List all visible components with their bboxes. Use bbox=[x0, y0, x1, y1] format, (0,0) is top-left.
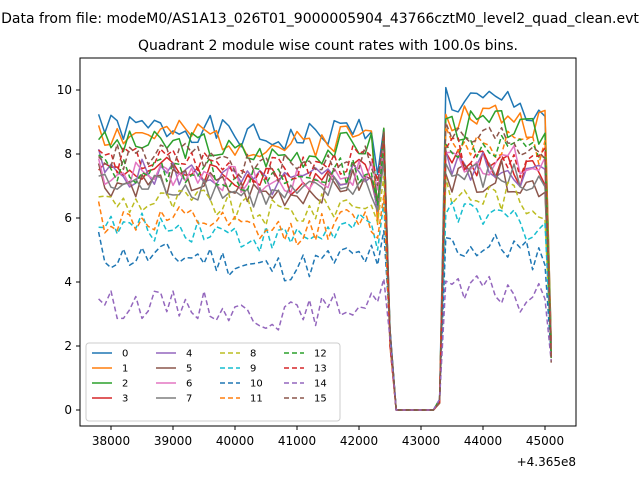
x-tick-label: 44000 bbox=[464, 434, 502, 448]
legend-label: 4 bbox=[186, 349, 192, 360]
legend-label: 0 bbox=[122, 349, 128, 360]
x-axis-offset-text: +4.365e8 bbox=[517, 455, 576, 469]
axes-frame bbox=[79, 57, 577, 427]
legend-label: 2 bbox=[122, 379, 128, 390]
legend-entry-2: 2 bbox=[92, 379, 128, 390]
series-line-2 bbox=[98, 110, 552, 411]
y-tick-label: 0 bbox=[64, 403, 72, 417]
legend-entry-0: 0 bbox=[92, 349, 128, 360]
x-tick-label: 38000 bbox=[92, 434, 130, 448]
x-tick-label: 45000 bbox=[526, 434, 564, 448]
legend-entry-14: 14 bbox=[284, 379, 327, 390]
y-axis: 0 2 4 6 8 10 bbox=[57, 83, 80, 417]
legend-entry-15: 15 bbox=[284, 394, 327, 405]
legend-box bbox=[85, 342, 341, 422]
legend-entry-12: 12 bbox=[284, 349, 327, 360]
series-line-12 bbox=[98, 134, 552, 411]
legend-entry-11: 11 bbox=[220, 394, 263, 405]
legend-entry-6: 6 bbox=[156, 379, 192, 390]
series-line-13 bbox=[98, 134, 552, 411]
legend-label: 10 bbox=[250, 379, 263, 390]
y-tick-label: 4 bbox=[64, 275, 72, 289]
figure-suptitle: Data from file: modeM0/AS1A13_026T01_900… bbox=[1, 11, 639, 27]
series-line-9 bbox=[98, 201, 552, 411]
legend-label: 14 bbox=[314, 379, 327, 390]
legend-label: 15 bbox=[314, 394, 327, 405]
legend-label: 12 bbox=[314, 349, 327, 360]
y-tick-label: 6 bbox=[64, 211, 72, 225]
y-tick-label: 8 bbox=[64, 147, 72, 161]
series-line-7 bbox=[98, 159, 552, 411]
series-line-11 bbox=[97, 126, 552, 411]
plot-area bbox=[97, 86, 552, 411]
legend-entry-8: 8 bbox=[220, 349, 256, 360]
x-tick-label: 42000 bbox=[340, 434, 378, 448]
legend-label: 8 bbox=[250, 349, 256, 360]
legend-label: 5 bbox=[186, 364, 192, 375]
y-tick-label: 10 bbox=[57, 83, 72, 97]
x-tick-label: 43000 bbox=[402, 434, 440, 448]
x-axis: 38000 39000 40000 41000 42000 43000 44000 45000 bbox=[92, 426, 564, 448]
x-tick-label: 40000 bbox=[216, 434, 254, 448]
series-line-10 bbox=[97, 230, 552, 411]
legend-entry-3: 3 bbox=[92, 394, 128, 405]
series-line-6 bbox=[97, 145, 552, 411]
y-tick-label: 2 bbox=[64, 339, 72, 353]
series-line-1 bbox=[97, 104, 552, 411]
legend-entry-5: 5 bbox=[156, 364, 192, 375]
legend-label: 11 bbox=[250, 394, 263, 405]
legend-entry-13: 13 bbox=[284, 364, 327, 375]
legend-label: 3 bbox=[122, 394, 128, 405]
legend-entry-4: 4 bbox=[156, 349, 192, 360]
legend-entry-9: 9 bbox=[220, 364, 256, 375]
series-line-5 bbox=[97, 156, 552, 411]
series-line-15 bbox=[98, 121, 552, 411]
x-tick-label: 41000 bbox=[278, 434, 316, 448]
series-line-14 bbox=[98, 275, 552, 411]
legend-entry-1: 1 bbox=[92, 364, 128, 375]
legend-label: 13 bbox=[314, 364, 327, 375]
x-tick-label: 39000 bbox=[154, 434, 192, 448]
legend-entry-7: 7 bbox=[156, 394, 192, 405]
legend-label: 1 bbox=[122, 364, 128, 375]
legend-entry-10: 10 bbox=[220, 379, 263, 390]
legend-label: 6 bbox=[186, 379, 192, 390]
series-line-8 bbox=[98, 175, 552, 411]
legend-label: 7 bbox=[186, 394, 192, 405]
legend-label: 9 bbox=[250, 364, 256, 375]
chart-title: Quadrant 2 module wise count rates with … bbox=[138, 38, 518, 54]
